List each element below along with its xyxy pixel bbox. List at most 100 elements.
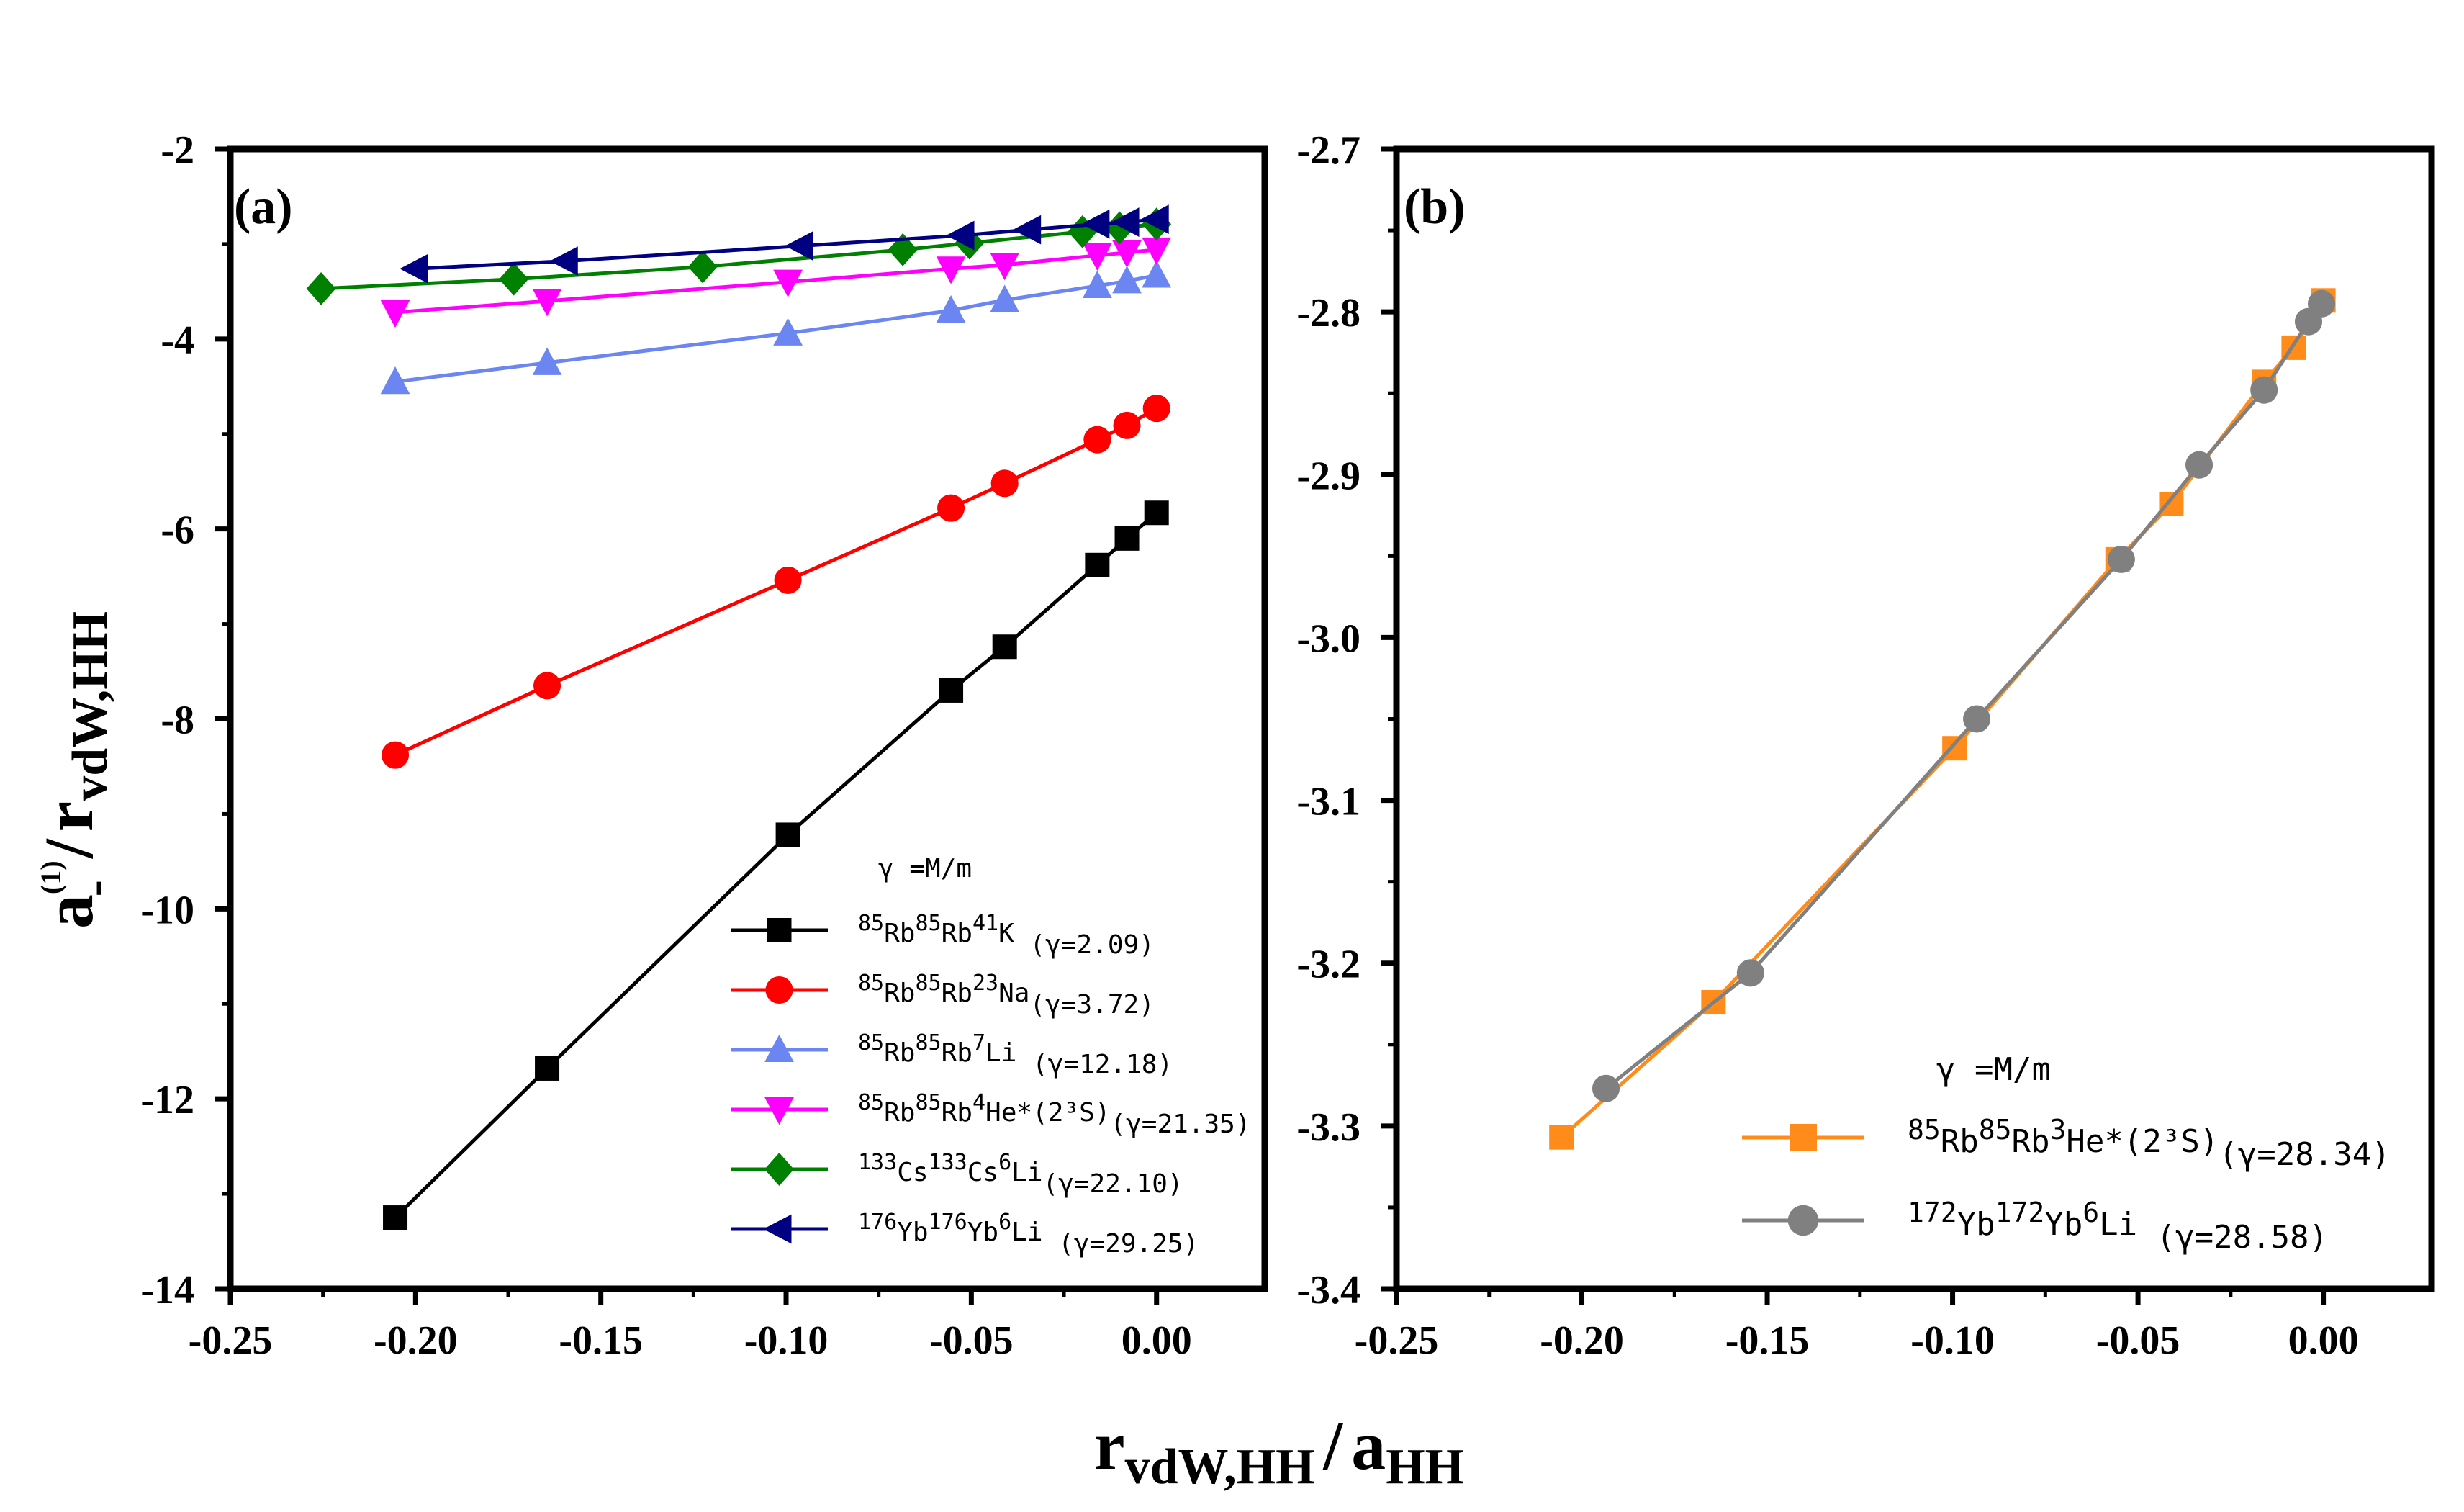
y-title-slash: / [30,838,107,859]
x-tick-label-0-4: -0.05 [929,1318,1014,1363]
series-0-0 [383,500,1169,1230]
y-tick-label-1-3: -3.1 [1296,780,1360,824]
data-point-0-2-3 [936,295,966,323]
data-point-0-0-1 [535,1056,560,1081]
data-point-0-5-5 [1081,209,1110,239]
legend-label-part-0-2-5: Li [985,1038,1016,1068]
legend-label-part-0-3-1: Rb [884,1098,915,1128]
data-point-0-1-7 [1142,395,1170,423]
series-1-0 [1549,288,2336,1150]
data-point-0-1-5 [1083,426,1111,454]
y-tick-label-1-5: -2.9 [1296,454,1360,498]
y-tick-label-1-7: -2.7 [1296,128,1360,173]
data-point-0-2-4 [990,284,1020,312]
y-tick-label-1-1: -3.3 [1296,1105,1360,1150]
legend-label-part-1-0-3: Rb [2012,1123,2050,1160]
data-point-0-3-0 [380,300,410,328]
data-point-1-1-5 [2250,376,2278,404]
x-tick-label-0-1: -0.20 [374,1318,458,1363]
legend-entry-1-0: 85Rb85Rb3He*(2³S)(γ=28.34) [1742,1114,2391,1173]
x-tick-label-1-0: -0.25 [1355,1318,1439,1363]
data-point-0-0-2 [775,822,800,847]
legend-label-part-0-5-6: (γ=29.25) [1043,1229,1199,1259]
data-point-0-3-7 [1142,237,1172,266]
data-point-0-4-0 [306,271,336,305]
y-tick-label-0-5: -4 [161,318,194,363]
series-line-1-1 [1605,302,2324,1090]
y-tick-label-1-6: -2.8 [1296,291,1360,336]
data-point-0-1-2 [774,566,802,594]
data-point-0-4-3 [888,233,918,266]
legend-label-1-1: 172Yb172Yb6Li (γ=28.58) [1908,1197,2328,1256]
data-point-0-5-6 [1111,207,1140,237]
legend-label-part-0-1-3: Rb [942,978,972,1008]
legend-title-0: γ =M/m [878,854,972,883]
series-0-4 [306,207,1172,305]
legend-label-part-0-2-1: Rb [884,1038,915,1068]
data-point-0-0-5 [1085,552,1110,577]
legend-entry-0-4: 133Cs133Cs6Li(γ=22.10) [731,1150,1183,1199]
legend-label-part-0-2-3: Rb [942,1038,972,1068]
legend-label-part-0-2-4: 7 [972,1030,985,1056]
legend-label-part-1-1-4: 6 [2082,1197,2099,1228]
legend-label-part-1-0-1: Rb [1941,1123,1979,1160]
series-0-2 [380,260,1172,395]
legend-marker-0-4 [764,1153,794,1186]
data-point-0-5-1 [549,246,578,276]
panel-a: -0.25 -0.20 -0.15 -0.10 -0.05 0.00 -14 -12 -10 -8… [140,128,1250,1363]
legend-label-part-0-1-0: 85 [858,971,884,996]
legend-entry-0-5: 176Yb176Yb6Li (γ=29.25) [731,1210,1199,1259]
legend-entry-0-3: 85Rb85Rb4He*(2³S)(γ=21.35) [731,1090,1251,1139]
series-1-1 [1592,289,2336,1102]
data-point-0-0-6 [1114,526,1140,551]
legend-label-part-0-0-5: K [998,919,1014,948]
legend-label-part-1-0-2: 85 [1979,1114,2012,1146]
legend-marker-1-1 [1787,1205,1819,1236]
panel-label-b: (b) [1404,179,1466,235]
legend-label-part-0-4-0: 133 [858,1150,897,1175]
series-line-1-0 [1560,299,2325,1139]
legend-label-part-0-3-5: He*(2³S) [985,1098,1110,1128]
x-tick-label-1-4: -0.05 [2096,1318,2180,1363]
series-0-1 [381,395,1170,769]
legend-label-1-0: 85Rb85Rb3He*(2³S)(γ=28.34) [1908,1114,2391,1173]
panel-b: -0.25 -0.20 -0.15 -0.10 -0.05 0.00 -3.4 -3.3 -3.… [1296,128,2390,1363]
legend-label-part-0-3-4: 4 [972,1090,985,1115]
legend-label-part-1-1-1: Yb [1957,1206,1995,1243]
x-tick-label-1-1: -0.20 [1540,1318,1624,1363]
legend-b: γ =M/m85Rb85Rb3He*(2³S)(γ=28.34)172Yb172… [1742,1051,2391,1256]
y-tick-label-0-3: -8 [161,698,194,743]
legend-label-part-0-0-6: (γ=2.09) [1014,930,1155,960]
legend-label-part-1-1-0: 172 [1908,1197,1957,1228]
data-point-0-3-4 [990,252,1020,281]
legend-entry-0-2: 85Rb85Rb7Li (γ=12.18) [731,1030,1173,1079]
legend-label-part-0-4-2: 133 [929,1150,967,1175]
data-point-0-2-7 [1142,260,1172,288]
legend-marker-1-0 [1790,1124,1817,1151]
data-point-0-1-0 [381,741,410,769]
data-point-0-2-6 [1112,266,1142,294]
legend-label-part-0-2-6: (γ=12.18) [1016,1050,1173,1079]
legend-label-part-0-5-2: 176 [929,1210,967,1235]
data-point-0-3-6 [1112,240,1142,269]
legend-label-part-1-1-2: 172 [1995,1197,2045,1228]
legend-label-part-0-5-1: Yb [897,1218,928,1247]
legend-label-part-0-3-6: (γ=21.35) [1110,1110,1250,1139]
legend-marker-0-3 [764,1097,794,1125]
legend-label-part-0-4-1: Cs [897,1158,928,1187]
y-tick-label-0-0: -14 [140,1268,194,1313]
legend-label-part-0-1-6: (γ=3.72) [1029,990,1154,1020]
legend-label-0-2: 85Rb85Rb7Li (γ=12.18) [858,1030,1173,1079]
legend-label-part-0-0-4: 41 [972,911,998,936]
data-point-0-3-2 [773,269,803,297]
x-title-slash: / [1323,1407,1344,1484]
x-tick-label-1-2: -0.15 [1725,1318,1810,1363]
data-point-0-1-1 [533,672,561,700]
y-title-r-sub: vdW,HH [63,611,118,801]
y-tick-label-0-2: -10 [140,888,194,932]
legend-label-part-0-5-0: 176 [858,1210,897,1235]
panel-label-a: (a) [234,179,293,235]
legend-marker-0-1 [765,976,793,1004]
